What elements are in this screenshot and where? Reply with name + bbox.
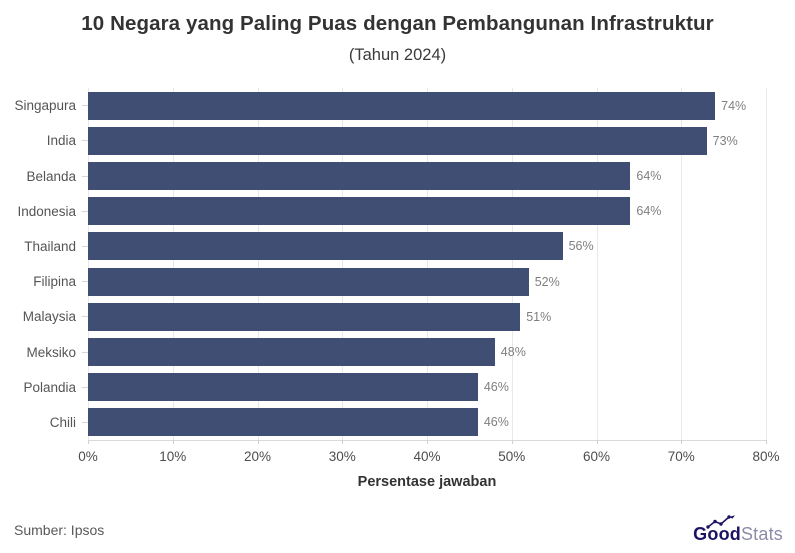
gridline: [766, 88, 767, 440]
category-label: Meksiko: [26, 344, 76, 360]
category-label: Singapura: [14, 98, 76, 114]
x-axis-ticks: 0% 10% 20% 30% 40% 50% 60% 70% 80%: [78, 449, 779, 467]
value-label: 73%: [712, 133, 738, 148]
gridline: [427, 88, 428, 440]
x-tick-mark: [766, 440, 767, 444]
bar-row: Meksiko 48%: [26, 334, 766, 369]
category-label: India: [46, 133, 76, 149]
category-tick-mark: [82, 386, 88, 388]
x-tick-mark: [172, 440, 174, 444]
bar-row: Filipina 52%: [33, 264, 766, 299]
x-tick-mark: [596, 440, 598, 444]
gridline: [172, 88, 174, 440]
x-tick-label: 20%: [243, 449, 272, 464]
goodstats-logo: GoodStats: [693, 515, 783, 544]
x-tick-label: 40%: [413, 449, 441, 464]
bar: [88, 91, 716, 120]
category-tick-mark: [82, 140, 88, 142]
x-tick-label: 30%: [328, 449, 356, 464]
value-label: 52%: [534, 274, 560, 289]
category-tick-mark: [82, 316, 88, 318]
bar: [88, 162, 631, 190]
x-tick-mark: [427, 440, 428, 444]
gridline: [257, 88, 259, 440]
bar: [88, 232, 563, 261]
category-tick-mark: [82, 210, 88, 212]
value-label: 74%: [721, 98, 747, 113]
x-tick-mark: [511, 440, 513, 444]
value-label: 46%: [483, 415, 509, 430]
category-label: Thailand: [24, 238, 76, 254]
chart-subtitle: (Tahun 2024): [348, 46, 447, 64]
x-tick-label: 60%: [582, 449, 611, 464]
gridline: [511, 88, 513, 440]
x-tick-mark: [257, 440, 259, 444]
x-tick-label: 0%: [78, 449, 98, 464]
trend-line-icon: [706, 515, 736, 529]
bar-row: India 73%: [47, 123, 766, 158]
bar-row: Thailand 56%: [24, 229, 766, 264]
category-label: Belanda: [26, 168, 76, 184]
category-tick-mark: [82, 281, 88, 283]
gridline: [681, 88, 683, 440]
bar: [88, 302, 521, 331]
category-label: Malaysia: [22, 309, 76, 325]
bar: [88, 338, 495, 367]
plot-area: Singapura 74% India 73% Belanda 64% Indonesia 6…: [14, 88, 780, 490]
x-tick-mark: [681, 440, 683, 444]
bar-row: Indonesia 64%: [17, 194, 766, 229]
category-tick-mark: [82, 175, 88, 177]
gridline: [88, 88, 89, 440]
bars-container: Singapura 74% India 73% Belanda 64% Indonesia 6…: [14, 88, 766, 440]
value-label: 48%: [500, 345, 526, 360]
category-tick-mark: [82, 105, 88, 107]
bar: [88, 197, 631, 226]
logo-text-light: Stats: [740, 524, 783, 544]
gridline: [596, 88, 598, 440]
x-tick-label: 80%: [752, 449, 780, 464]
value-label: 46%: [483, 380, 509, 395]
bar: [88, 373, 478, 402]
x-tick-label: 10%: [159, 449, 187, 464]
x-tick-mark: [342, 440, 344, 444]
bar-row: Singapura 74%: [14, 88, 766, 123]
bar-row: Chili 46%: [50, 405, 766, 440]
gridline: [342, 88, 344, 440]
category-tick-mark: [82, 245, 88, 247]
category-tick-mark: [82, 351, 88, 353]
bar: [88, 126, 707, 155]
x-tick-label: 50%: [498, 449, 526, 464]
value-label: 64%: [636, 169, 662, 183]
chart-title: 10 Negara yang Paling Puas dengan Pemban…: [81, 12, 714, 35]
value-label: 51%: [526, 309, 552, 324]
logo-wordmark: GoodStats: [693, 515, 783, 544]
value-label: 56%: [568, 239, 594, 254]
logo-text-bold: Good: [693, 524, 741, 544]
bar: [88, 267, 529, 296]
category-label: Chili: [49, 414, 76, 430]
bar-row: Polandia 46%: [23, 370, 766, 405]
x-tick-label: 70%: [667, 449, 695, 464]
value-label: 64%: [636, 204, 662, 219]
category-label: Filipina: [33, 274, 76, 290]
x-axis-label: Persentase jawaban: [357, 474, 497, 490]
category-label: Indonesia: [17, 203, 76, 219]
bar: [88, 408, 478, 437]
bar-row: Belanda 64%: [26, 158, 766, 193]
x-tick-mark: [88, 440, 89, 444]
category-label: Polandia: [23, 379, 76, 395]
source-text: Sumber: Ipsos: [14, 522, 105, 538]
bar-row: Malaysia 51%: [23, 299, 766, 334]
category-tick-mark: [82, 421, 88, 423]
